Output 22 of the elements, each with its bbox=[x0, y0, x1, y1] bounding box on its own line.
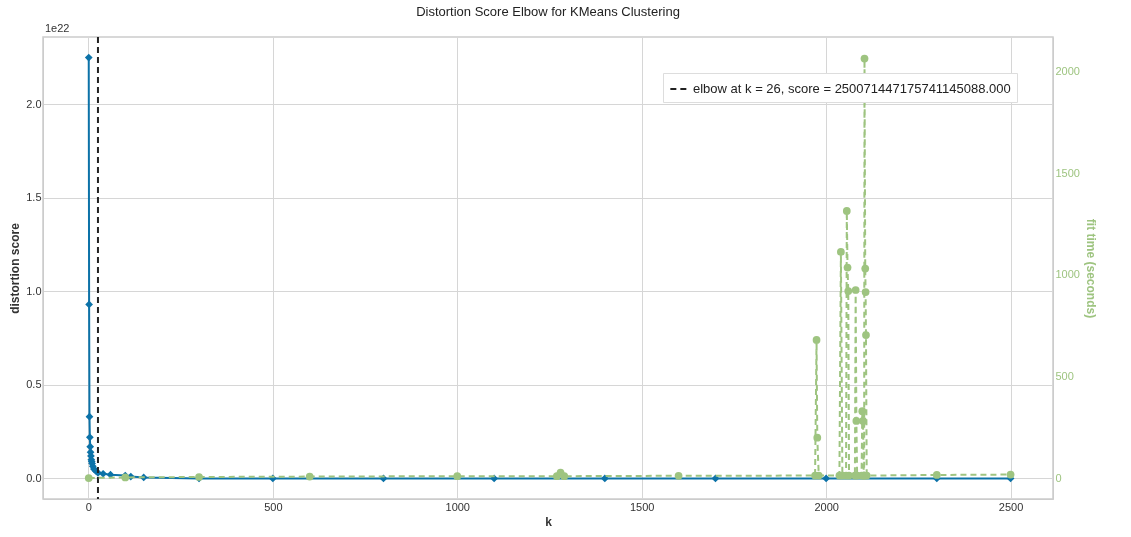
y2-tick-label: 2000 bbox=[1055, 64, 1080, 77]
y2-tick-label: 0 bbox=[1055, 472, 1062, 485]
y-tick-label: 1.5 bbox=[26, 191, 42, 204]
x-tick-label: 0 bbox=[85, 500, 92, 513]
chart-title: Distortion Score Elbow for KMeans Clustering bbox=[416, 4, 680, 19]
x-tick-label: 1500 bbox=[629, 500, 655, 513]
y2-tick-label: 500 bbox=[1055, 370, 1074, 383]
x-tick-label: 2000 bbox=[814, 500, 839, 513]
x-tick-label: 1000 bbox=[445, 500, 470, 513]
y-tick-label: 0.0 bbox=[26, 471, 42, 484]
x-axis-title: k bbox=[545, 514, 553, 529]
y-tick-label: 1.0 bbox=[26, 284, 42, 297]
x-tick-label: 500 bbox=[264, 500, 283, 513]
x-tick-label: 2500 bbox=[998, 500, 1024, 513]
y2-tick-label: 1000 bbox=[1055, 268, 1080, 281]
text: 1e22 bbox=[45, 22, 70, 34]
ref-line-label: elbow at k = 26, score = 250071447175741145088.000 bbox=[693, 81, 1011, 96]
y-tick-label: 0.5 bbox=[26, 378, 42, 391]
y-axis-title: distortion score bbox=[8, 222, 23, 314]
y2-axis-title: fit time (seconds) bbox=[1083, 218, 1098, 319]
y-tick-label: 2.0 bbox=[26, 97, 42, 110]
y2-tick-label: 1500 bbox=[1055, 166, 1080, 179]
